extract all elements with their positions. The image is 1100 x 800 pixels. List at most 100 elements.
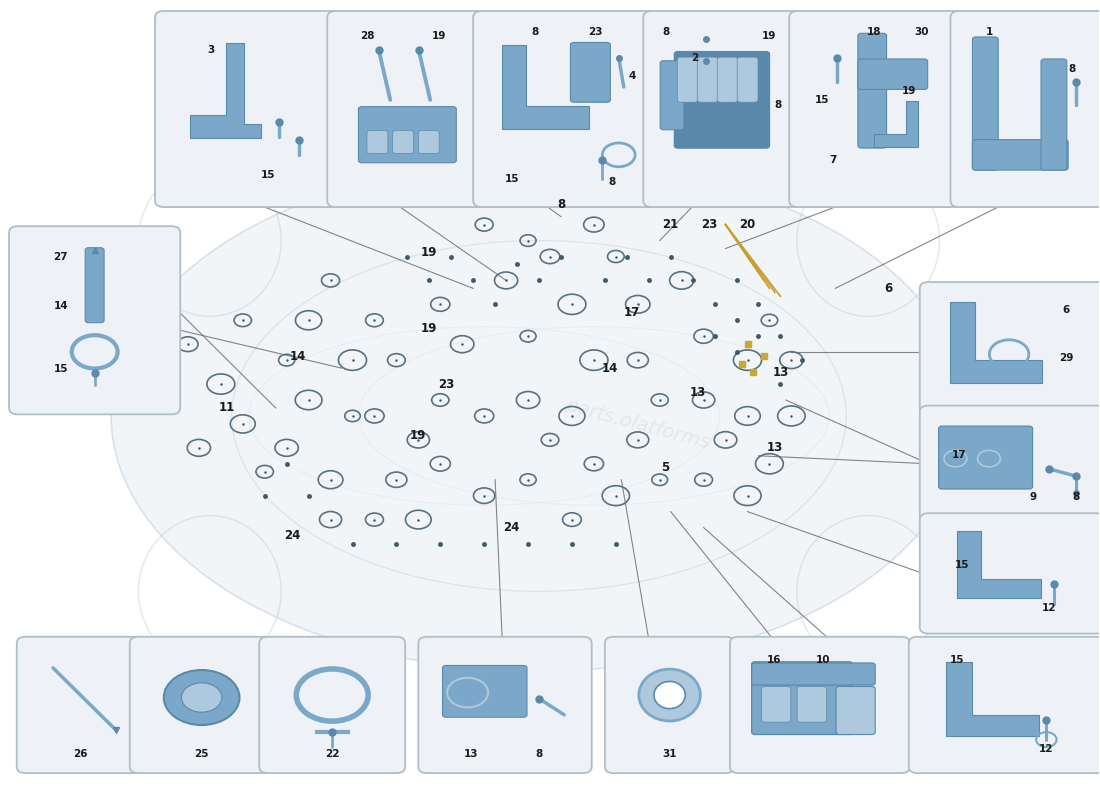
Text: 28: 28 (360, 30, 375, 41)
Text: 19: 19 (431, 30, 446, 41)
FancyBboxPatch shape (155, 11, 341, 207)
FancyBboxPatch shape (328, 11, 487, 207)
Text: 8: 8 (557, 198, 565, 211)
FancyBboxPatch shape (798, 686, 826, 722)
Text: 24: 24 (504, 521, 520, 534)
Text: 15: 15 (955, 560, 969, 570)
Text: 8: 8 (608, 178, 616, 187)
Text: 12: 12 (1040, 745, 1054, 754)
Ellipse shape (111, 161, 967, 671)
FancyBboxPatch shape (678, 57, 698, 102)
FancyBboxPatch shape (674, 52, 769, 148)
FancyBboxPatch shape (920, 406, 1100, 522)
Text: 13: 13 (463, 750, 478, 759)
Text: 8: 8 (774, 100, 781, 110)
FancyBboxPatch shape (418, 637, 592, 773)
Text: 14: 14 (289, 350, 306, 362)
Text: 13: 13 (772, 366, 789, 378)
FancyBboxPatch shape (789, 11, 965, 207)
FancyBboxPatch shape (697, 57, 718, 102)
Text: 6: 6 (883, 282, 892, 295)
Text: 2: 2 (691, 53, 698, 62)
Text: 8: 8 (536, 750, 543, 759)
Text: 5: 5 (661, 462, 669, 474)
Text: 8: 8 (1068, 64, 1076, 74)
Text: 19: 19 (762, 30, 777, 41)
FancyBboxPatch shape (836, 686, 876, 734)
FancyBboxPatch shape (571, 42, 610, 102)
Text: 19: 19 (421, 246, 438, 259)
Text: 13: 13 (767, 442, 783, 454)
Text: 7: 7 (829, 155, 836, 166)
Text: 3: 3 (208, 46, 214, 55)
FancyBboxPatch shape (130, 637, 274, 773)
Text: 8: 8 (662, 27, 670, 37)
FancyBboxPatch shape (367, 130, 388, 154)
Text: 13: 13 (690, 386, 706, 398)
FancyBboxPatch shape (730, 637, 910, 773)
Text: 19: 19 (901, 86, 916, 96)
Text: 25: 25 (195, 750, 209, 759)
Text: 15: 15 (814, 95, 829, 105)
Text: 26: 26 (73, 750, 88, 759)
Text: 27: 27 (54, 252, 68, 262)
Polygon shape (946, 662, 1040, 736)
FancyBboxPatch shape (751, 662, 852, 734)
Circle shape (182, 683, 222, 712)
FancyBboxPatch shape (473, 11, 658, 207)
Text: 21: 21 (662, 218, 679, 231)
FancyBboxPatch shape (761, 686, 791, 722)
FancyBboxPatch shape (920, 514, 1100, 634)
FancyBboxPatch shape (393, 130, 414, 154)
Text: 30: 30 (914, 27, 928, 37)
Polygon shape (190, 43, 262, 138)
Text: 15: 15 (505, 174, 519, 184)
FancyBboxPatch shape (920, 282, 1100, 414)
FancyBboxPatch shape (418, 130, 439, 154)
Polygon shape (949, 302, 1042, 383)
FancyBboxPatch shape (1041, 59, 1067, 170)
Text: 8: 8 (1072, 492, 1080, 502)
Text: 31: 31 (662, 750, 676, 759)
FancyBboxPatch shape (442, 666, 527, 718)
FancyBboxPatch shape (972, 37, 998, 170)
FancyBboxPatch shape (16, 637, 144, 773)
FancyBboxPatch shape (938, 426, 1033, 489)
Text: 23: 23 (588, 27, 603, 37)
Polygon shape (873, 101, 918, 146)
Polygon shape (957, 531, 1041, 598)
FancyBboxPatch shape (737, 57, 758, 102)
FancyBboxPatch shape (359, 106, 456, 162)
Circle shape (164, 670, 240, 725)
Text: 15: 15 (54, 364, 68, 374)
Text: 20: 20 (739, 218, 756, 231)
Text: 14: 14 (602, 362, 618, 374)
FancyBboxPatch shape (751, 663, 876, 685)
Text: 23: 23 (438, 378, 454, 390)
Text: 23: 23 (701, 218, 717, 231)
Text: 19: 19 (421, 322, 438, 334)
Text: 12: 12 (1042, 603, 1057, 613)
Text: 19: 19 (410, 430, 427, 442)
Text: 17: 17 (624, 306, 640, 319)
FancyBboxPatch shape (950, 11, 1100, 207)
Text: 4: 4 (628, 71, 636, 81)
FancyBboxPatch shape (972, 140, 1068, 170)
FancyBboxPatch shape (9, 226, 180, 414)
FancyBboxPatch shape (644, 11, 803, 207)
Text: 16: 16 (767, 655, 782, 666)
FancyBboxPatch shape (85, 248, 104, 322)
Text: 24: 24 (284, 529, 300, 542)
Text: 15: 15 (949, 655, 965, 666)
Text: 15: 15 (262, 170, 276, 180)
Text: 29: 29 (1059, 353, 1074, 362)
Text: parts.olatforms: parts.olatforms (563, 395, 713, 452)
FancyBboxPatch shape (909, 637, 1100, 773)
Polygon shape (502, 45, 588, 129)
Text: 17: 17 (952, 450, 966, 461)
Text: 22: 22 (324, 750, 340, 759)
Text: 1: 1 (986, 27, 993, 37)
FancyBboxPatch shape (605, 637, 735, 773)
Text: 8: 8 (531, 27, 539, 37)
Text: 6: 6 (1063, 305, 1070, 315)
